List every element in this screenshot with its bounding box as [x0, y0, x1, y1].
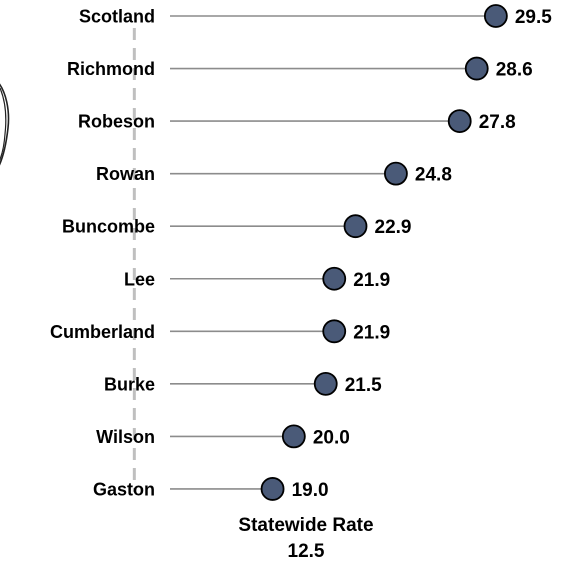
marker-1 [464, 56, 489, 81]
stems [170, 15, 496, 490]
category-label-2: Robeson [78, 112, 155, 132]
value-label-2: 27.8 [479, 112, 516, 133]
category-label-3: Rowan [96, 164, 155, 184]
value-labels: 29.5 28.6 27.8 24.8 22.9 21.9 21.9 21.5 20.0 19.0 [292, 7, 553, 501]
category-label-6: Cumberland [50, 322, 155, 342]
category-labels: Scotland Richmond Robeson Rowan Buncombe Lee C… [50, 7, 155, 500]
marker-6 [322, 319, 347, 344]
category-label-1: Richmond [67, 59, 155, 79]
marker-4 [343, 214, 368, 239]
marker-3 [384, 161, 408, 186]
value-label-5: 21.9 [353, 270, 390, 291]
reference-label: Statewide Rate [238, 515, 373, 536]
value-label-6: 21.9 [353, 322, 390, 343]
value-label-8: 20.0 [313, 427, 350, 448]
category-label-0: Scotland [79, 7, 155, 27]
value-label-1: 28.6 [496, 60, 533, 81]
category-label-7: Burke [104, 374, 155, 394]
marker-2 [447, 109, 472, 133]
marker-5 [322, 266, 347, 291]
reference-value: 12.5 [288, 541, 325, 562]
markers [260, 4, 508, 501]
marker-9 [260, 477, 285, 501]
category-label-8: Wilson [96, 427, 155, 447]
value-label-9: 19.0 [292, 480, 329, 501]
value-label-3: 24.8 [415, 165, 452, 186]
value-label-0: 29.5 [515, 7, 552, 28]
category-label-9: Gaston [93, 479, 155, 499]
category-label-4: Buncombe [62, 217, 155, 237]
value-label-7: 21.5 [345, 375, 382, 396]
decorative-map-outline [0, 83, 10, 166]
value-label-4: 22.9 [375, 217, 412, 238]
category-label-5: Lee [124, 269, 155, 289]
marker-7 [313, 371, 338, 396]
marker-0 [483, 4, 508, 28]
marker-8 [281, 424, 306, 449]
